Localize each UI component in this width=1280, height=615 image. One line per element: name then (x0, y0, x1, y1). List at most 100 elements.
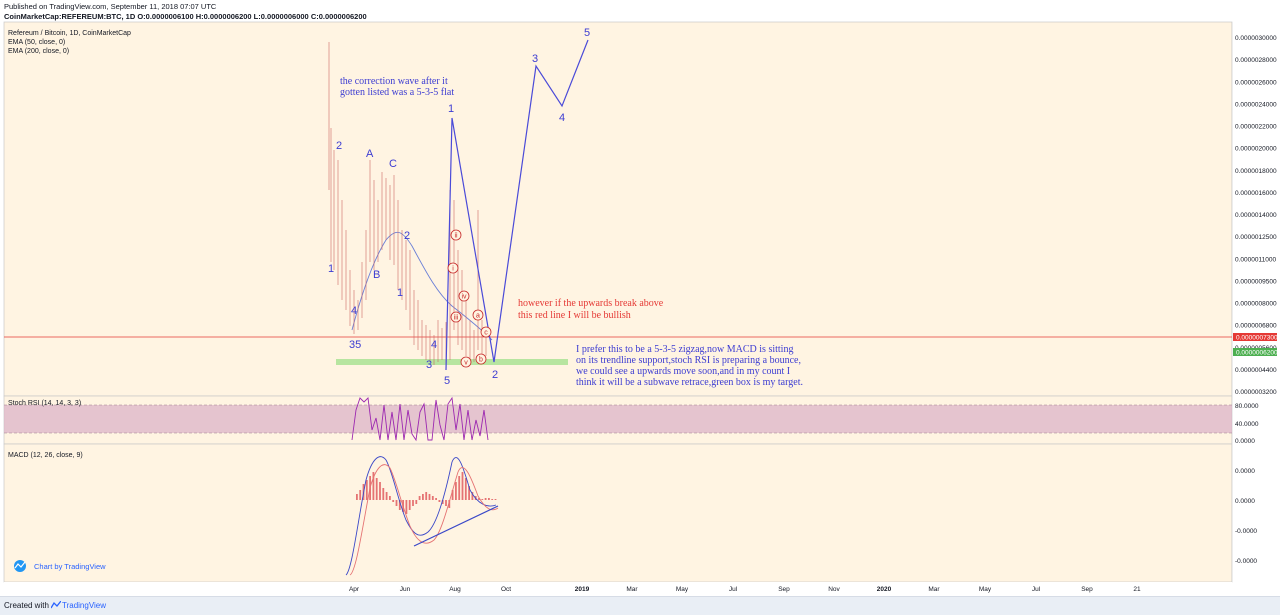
macd-histogram-bar (478, 498, 480, 500)
macd-tick-4: -0.0000 (1235, 558, 1257, 565)
price-tick-label: 0.0000020000 (1235, 146, 1277, 153)
price-tick-label: 0.0000026000 (1235, 79, 1277, 86)
time-axis[interactable] (4, 582, 1232, 596)
macd-histogram-bar (455, 482, 457, 500)
last-price-badge (1233, 348, 1277, 356)
note-zigzag-3: we could see a upwards move soon,and in … (576, 366, 790, 377)
macd-histogram-bar (375, 478, 378, 500)
ohlc-info: CoinMarketCap:REFEREUM:BTC, 1D O:0.00000… (4, 12, 367, 21)
macd-histogram (356, 472, 497, 514)
footer-brand-link[interactable]: TradingView (62, 601, 107, 610)
price-tick-label: 0.0000016000 (1235, 190, 1277, 197)
macd-histogram-bar (461, 472, 464, 500)
macd-histogram-bar (451, 490, 454, 500)
note-correction-1: the correction wave after it (340, 76, 448, 87)
note-zigzag-4: think it will be a subwave retrace,green… (576, 377, 803, 388)
macd-histogram-bar (382, 488, 385, 500)
target-box (336, 359, 568, 365)
price-pane[interactable] (3, 21, 1233, 397)
wave-label-3b: 3 (426, 359, 432, 371)
time-tick-label: Mar (928, 586, 940, 593)
stoch-tick-0: 0.0000 (1235, 438, 1255, 445)
macd-histogram-bar (412, 500, 414, 506)
macd-histogram-bar (389, 496, 391, 500)
tradingview-watermark[interactable]: Chart by TradingView (14, 560, 106, 572)
wave-label-5-proj: 5 (584, 27, 590, 39)
macd-label: MACD (12, 26, close, 9) (8, 452, 83, 459)
macd-histogram-bar (448, 500, 451, 508)
macd-histogram-bar (418, 496, 421, 500)
price-tick-label: 0.0000012500 (1235, 234, 1277, 241)
macd-histogram-bar (458, 476, 461, 500)
wave-label-B: B (373, 269, 380, 281)
macd-line (345, 456, 497, 576)
wave-label-3-proj: 3 (532, 53, 538, 65)
macd-histogram-bar (372, 472, 375, 500)
macd-histogram-bar (468, 486, 470, 500)
last-price: 0.0000006200 (1236, 350, 1278, 357)
macd-tick-3: -0.0000 (1235, 528, 1257, 535)
macd-histogram-bar (438, 500, 441, 502)
time-tick-label: Nov (828, 586, 840, 593)
stoch-tick-40: 40.0000 (1235, 421, 1259, 428)
legend-ema50: EMA (50, close, 0) (8, 39, 65, 46)
price-tick-label: 0.0000011000 (1235, 256, 1276, 263)
time-tick-label: 2019 (575, 586, 590, 593)
price-tick-label: 0.0000018000 (1235, 168, 1277, 175)
time-tick-label: 21 (1133, 586, 1141, 593)
stoch-label: Stoch RSI (14, 14, 3, 3) (8, 400, 81, 407)
price-tick-label: 0.0000003200 (1235, 389, 1277, 396)
time-tick-label: May (979, 586, 992, 593)
subwave-ii: ii (454, 233, 458, 240)
price-tick-label: 0.0000008000 (1235, 301, 1277, 308)
subwave-iv: iv (461, 294, 467, 301)
wave-label-1b: 1 (397, 287, 403, 299)
time-tick-label: May (676, 586, 689, 593)
wave-label-4b: 4 (431, 339, 437, 351)
macd-trendline (413, 505, 499, 547)
time-tick-label: Sep (1081, 586, 1093, 593)
time-tick-label: Oct (501, 586, 511, 593)
published-info: Published on TradingView.com, September … (4, 2, 217, 11)
price-axis[interactable] (1232, 22, 1280, 582)
time-axis-ticks: Apr Jun Aug Oct 2019 Mar May Jul Sep Nov 2020 Mar Ma… (349, 586, 1141, 593)
subwave-v: v (464, 360, 468, 367)
wave-label-1: 1 (328, 263, 334, 275)
wave-label-2-low: 2 (492, 369, 498, 381)
macd-histogram-bar (415, 500, 418, 504)
wave-label-C: C (389, 158, 397, 170)
macd-histogram-bar (488, 498, 490, 500)
macd-histogram-bar (385, 492, 388, 500)
watermark-text[interactable]: Chart by TradingView (34, 562, 106, 571)
note-bullish-2: this red line I will be bullish (518, 310, 631, 321)
wave-label-A: A (366, 148, 374, 160)
price-candles (328, 42, 487, 370)
note-zigzag-2: on its trendline support,stoch RSI is pr… (576, 355, 801, 366)
macd-histogram-bar (392, 500, 395, 502)
wave-label-1-top: 1 (448, 103, 454, 115)
time-tick-label: Apr (349, 586, 360, 593)
note-bullish-1: however if the upwards break above (518, 298, 664, 309)
price-tick-label: 0.0000004400 (1235, 367, 1277, 374)
macd-signal-line (349, 464, 499, 576)
stoch-band (4, 405, 1232, 433)
stoch-k-line (351, 396, 489, 442)
macd-tick-1: 0.0000 (1235, 468, 1255, 475)
price-tick-label: 0.0000028000 (1235, 57, 1277, 64)
price-tick-label: 0.0000030000 (1235, 35, 1277, 42)
subwave-c: c (484, 330, 488, 337)
macd-histogram-bar (431, 496, 434, 500)
macd-histogram-bar (365, 480, 368, 500)
subwave-b: b (479, 357, 483, 364)
wave-label-4: 4 (351, 305, 357, 317)
legend-ema200: EMA (200, close, 0) (8, 48, 69, 55)
price-tick-label: 0.0000014000 (1235, 212, 1277, 219)
macd-histogram-bar (425, 492, 428, 500)
macd-histogram-bar (471, 492, 474, 500)
price-tick-label: 0.0000022000 (1235, 124, 1277, 131)
macd-histogram-bar (356, 494, 358, 500)
macd-pane[interactable] (3, 443, 1233, 583)
wave-label-2b: 2 (404, 230, 410, 242)
macd-histogram-bar (484, 498, 487, 500)
chart-area[interactable]: Refereum / Bitcoin, 1D, CoinMarketCap EM… (0, 0, 1280, 596)
